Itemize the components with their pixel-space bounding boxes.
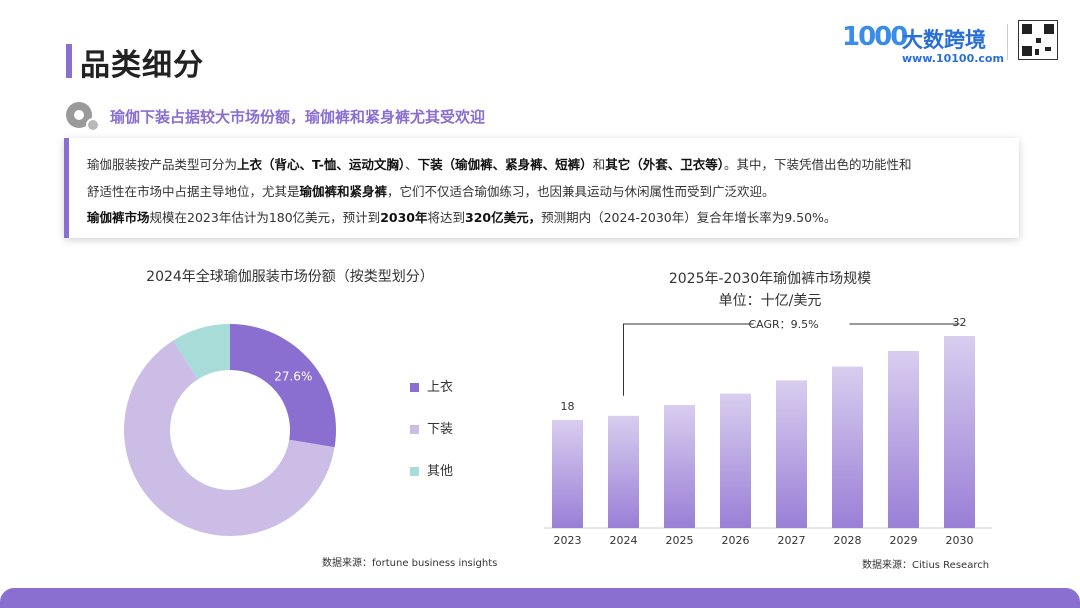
bar-2023 [552, 420, 583, 528]
brand-logo[interactable]: 1000 大数跨境 www.10100.com [842, 22, 1007, 66]
pie-chart: 27.6% [124, 324, 336, 536]
legend-item-top: 上衣 [410, 376, 453, 395]
x-tick-label: 2030 [946, 534, 974, 547]
page-title: 品类细分 [80, 48, 204, 83]
bar-data-label: 18 [561, 400, 575, 413]
x-tick-label: 2023 [554, 534, 582, 547]
legend-swatch-top [410, 383, 419, 392]
description-segment: 、 [405, 157, 418, 172]
bar-data-label: 32 [953, 316, 967, 329]
pie-slice-top [230, 324, 336, 448]
logo-name: 大数跨境 [902, 28, 986, 52]
description-segment: 其它（外套、卫衣等） [605, 157, 724, 172]
section-subtitle: 瑜伽下装占据较大市场份额，瑜伽裤和紧身裤尤其受欢迎 [110, 108, 486, 126]
pie-data-label: 27.6% [274, 369, 312, 383]
description-segment: 规模在2023年估计为180亿美元，预计到 [149, 210, 381, 225]
pie-source: 数据来源：fortune business insights [322, 558, 498, 569]
description-segment: 瑜伽服装按产品类型可分为 [87, 157, 238, 172]
description-segment: 2030年 [380, 210, 428, 225]
x-tick-label: 2027 [778, 534, 806, 547]
description-segment: 将达到 [427, 210, 465, 225]
bar-source: 数据来源：Citius Research [862, 560, 990, 571]
bar-2030 [944, 336, 975, 528]
cagr-annotation: CAGR：9.5% [748, 318, 818, 331]
x-tick-label: 2026 [722, 534, 750, 547]
pie-slice-other [173, 324, 230, 380]
description-segment: 下装（瑜伽裤、紧身裤、短裤） [417, 157, 593, 172]
description-line-2: 舒适性在市场中占据主导地位，尤其是瑜伽裤和紧身裤，它们不仅适合瑜伽练习，也因兼具… [87, 181, 775, 200]
cagr-bracket-left [623, 323, 754, 396]
bar-2027 [776, 380, 807, 528]
logo-url: www.10100.com [902, 52, 1004, 65]
logo-divider [1007, 24, 1008, 60]
legend-item-bottom: 下装 [410, 418, 453, 437]
qr-code-icon [1018, 20, 1058, 60]
x-tick-label: 2024 [610, 534, 638, 547]
gear-icon [66, 102, 92, 128]
description-segment: ，它们不仅适合瑜伽练习，也因兼具运动与休闲属性而受到广泛欢迎。 [387, 184, 775, 199]
description-box: 瑜伽服装按产品类型可分为上衣（背心、T-恤、运动文胸）、下装（瑜伽裤、紧身裤、短… [64, 138, 1019, 238]
legend-label-top: 上衣 [427, 380, 454, 395]
pie-chart-title: 2024年全球瑜伽服装市场份额（按类型划分） [146, 269, 434, 285]
title-accent-bar [66, 44, 72, 78]
bar-2024 [608, 415, 639, 528]
bar-chart: 2023 18 2024 2025 2026 2027 2028 2029 2030 32 CAGR… [544, 316, 992, 547]
description-segment: 320亿美元， [465, 210, 542, 225]
description-segment: 和 [592, 157, 606, 172]
x-tick-label: 2028 [834, 534, 862, 547]
legend-item-other: 其他 [410, 460, 453, 479]
description-segment: 预测期内（2024-2030年）复合年增长率为9.50%。 [541, 210, 837, 225]
x-tick-label: 2025 [666, 534, 694, 547]
logo-mark: 1000 [842, 22, 908, 52]
description-segment: 瑜伽裤市场 [87, 210, 150, 225]
bar-2026 [720, 393, 751, 528]
bar-2028 [832, 366, 863, 528]
description-line-3: 瑜伽裤市场规模在2023年估计为180亿美元，预计到2030年将达到320亿美元… [87, 207, 836, 226]
x-tick-label: 2029 [890, 534, 918, 547]
corner-decoration [0, 0, 227, 37]
bar-chart-subtitle: 单位：十亿/美元 [718, 293, 822, 309]
small-gear-icon [86, 118, 100, 132]
legend-swatch-other [410, 467, 419, 476]
description-segment: 舒适性在市场中占据主导地位，尤其是 [87, 184, 300, 199]
footer-bar [0, 588, 1080, 608]
bar-chart-title: 2025年-2030年瑜伽裤市场规模 [668, 271, 872, 287]
legend-label-bottom: 下装 [427, 422, 454, 437]
bar-2029 [888, 351, 919, 528]
description-segment: 。其中，下装凭借出色的功能性和 [723, 157, 912, 172]
pie-slice-bottom [124, 340, 335, 536]
description-segment: 上衣（背心、T-恤、运动文胸） [237, 157, 406, 172]
description-segment: 瑜伽裤和紧身裤 [299, 184, 388, 199]
bar-2025 [664, 405, 695, 528]
description-line-1: 瑜伽服装按产品类型可分为上衣（背心、T-恤、运动文胸）、下装（瑜伽裤、紧身裤、短… [87, 154, 911, 173]
legend-label-other: 其他 [427, 464, 454, 479]
legend-swatch-bottom [410, 425, 419, 434]
